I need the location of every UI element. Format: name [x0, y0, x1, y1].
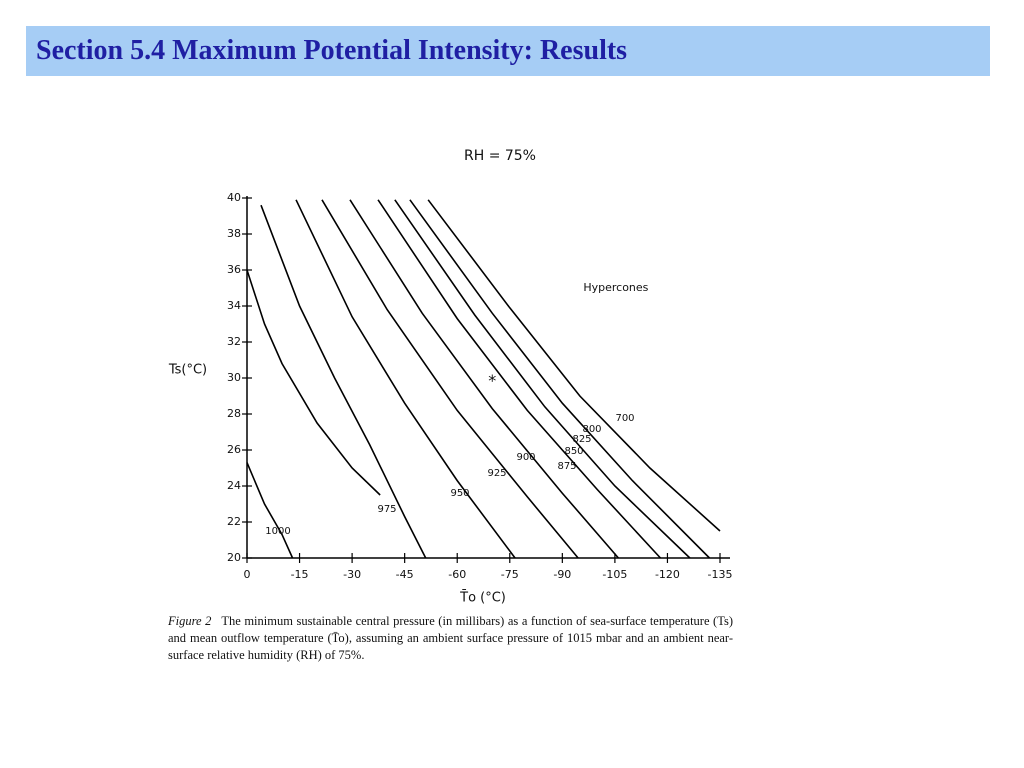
contour-line	[246, 269, 381, 496]
y-tick-label: 24	[227, 479, 241, 492]
x-tick-label: -105	[602, 568, 627, 581]
x-tick-label: -45	[396, 568, 414, 581]
y-tick-label: 34	[227, 299, 241, 312]
x-tick-label: 0	[244, 568, 251, 581]
y-tick-label: 22	[227, 515, 241, 528]
y-tick-label: 20	[227, 551, 241, 564]
annotation: Hypercones	[583, 281, 648, 294]
contour-label: 900	[516, 452, 535, 463]
contour-label: 700	[615, 413, 634, 424]
y-tick-label: 36	[227, 263, 241, 276]
contour-label: 875	[557, 461, 576, 472]
contour-label: 925	[487, 468, 506, 479]
x-tick-label: -30	[343, 568, 361, 581]
contour-label: 825	[572, 434, 591, 445]
x-tick-label: -135	[708, 568, 733, 581]
contour-line	[246, 462, 294, 559]
contour-label: 1000	[265, 526, 290, 537]
contour-line	[377, 199, 662, 559]
x-tick-label: -15	[291, 568, 309, 581]
x-tick-label: -90	[553, 568, 571, 581]
slide-title: Section 5.4 Maximum Potential Intensity:…	[36, 35, 628, 66]
chart-title: RH = 75%	[464, 148, 536, 164]
y-axis-label: Ts(°C)	[168, 363, 207, 378]
contour-line	[321, 199, 579, 559]
x-tick-label: -120	[655, 568, 680, 581]
y-tick-label: 26	[227, 443, 241, 456]
contour-label: 850	[564, 446, 583, 457]
x-axis-label: T̄o (°C)	[459, 590, 506, 605]
contour-line	[349, 199, 619, 559]
y-tick-label: 32	[227, 335, 241, 348]
y-tick-label: 30	[227, 371, 241, 384]
contour-label: 950	[450, 488, 469, 499]
y-tick-label: 38	[227, 227, 241, 240]
annotation: *	[488, 371, 496, 390]
y-tick-label: 28	[227, 407, 241, 420]
contour-label: 800	[582, 424, 601, 435]
x-tick-label: -75	[501, 568, 519, 581]
title-bar: Section 5.4 Maximum Potential Intensity:…	[26, 26, 990, 76]
figure-caption: Figure 2 The minimum sustainable central …	[168, 613, 733, 664]
y-tick-label: 40	[227, 191, 241, 204]
contour-line	[260, 204, 427, 559]
contour-label: 975	[377, 504, 396, 515]
caption-text: The minimum sustainable central pressure…	[168, 614, 734, 662]
contour-line	[394, 199, 691, 559]
caption-label: Figure 2	[168, 614, 212, 628]
contour-line	[409, 199, 711, 559]
contour-line	[427, 199, 721, 532]
x-tick-label: -60	[448, 568, 466, 581]
contour-line	[295, 199, 516, 559]
